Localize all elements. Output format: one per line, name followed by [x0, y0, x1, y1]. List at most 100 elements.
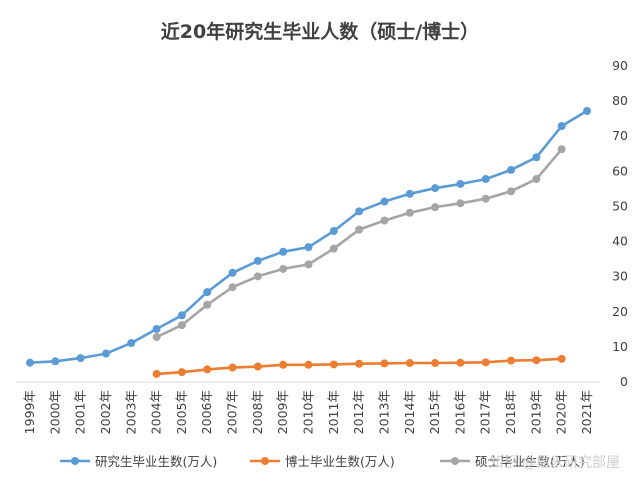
data-point — [355, 359, 364, 368]
data-point — [127, 339, 136, 348]
x-tick-label: 2011年 — [326, 390, 341, 434]
legend-item: 博士毕业生数(万人) — [250, 454, 395, 469]
x-tick-label: 2006年 — [199, 390, 214, 434]
x-tick-label: 2004年 — [149, 390, 164, 434]
x-tick-label: 2003年 — [123, 390, 138, 434]
y-tick-label: 80 — [612, 93, 628, 108]
data-point — [76, 354, 85, 363]
data-point — [532, 153, 541, 162]
legend-item: 硕士毕业生数(万人) — [440, 454, 585, 469]
x-tick-label: 2001年 — [73, 390, 88, 434]
data-point — [405, 189, 414, 198]
data-point — [228, 283, 237, 292]
data-point — [532, 356, 541, 365]
y-tick-label: 50 — [612, 198, 628, 213]
y-tick-label: 70 — [612, 128, 628, 143]
data-point — [203, 365, 212, 374]
x-tick-label: 2012年 — [351, 390, 366, 434]
x-tick-label: 2007年 — [225, 390, 240, 434]
data-point — [253, 362, 262, 371]
y-tick-label: 0 — [620, 374, 628, 389]
data-point — [431, 203, 440, 212]
data-point — [456, 358, 465, 367]
legend-label: 研究生毕业生数(万人) — [95, 454, 217, 469]
data-point — [152, 333, 161, 342]
data-point — [304, 260, 313, 269]
x-tick-label: 2018年 — [503, 390, 518, 434]
data-point — [203, 288, 212, 297]
x-tick-label: 2017年 — [478, 390, 493, 434]
data-point — [355, 225, 364, 234]
legend-swatch-marker — [451, 457, 459, 465]
data-point — [279, 360, 288, 369]
data-point — [152, 324, 161, 333]
data-point — [228, 268, 237, 277]
data-point — [26, 358, 34, 367]
x-tick-label: 1999年 — [22, 390, 37, 434]
data-point — [507, 356, 516, 365]
data-point — [304, 243, 313, 252]
chart-title: 近20年研究生毕业人数（硕士/博士） — [161, 20, 479, 43]
data-point — [405, 359, 414, 368]
data-point — [380, 216, 389, 225]
data-point — [279, 264, 288, 273]
x-tick-label: 2020年 — [554, 390, 569, 434]
x-tick-label: 2000年 — [47, 390, 62, 434]
series-line — [29, 109, 588, 364]
y-tick-label: 30 — [612, 269, 628, 284]
data-point — [507, 165, 516, 174]
data-point — [329, 244, 338, 253]
legend-swatch-marker — [261, 457, 269, 465]
x-tick-label: 2010年 — [301, 390, 316, 434]
data-point — [507, 187, 516, 196]
legend-swatch-marker — [71, 457, 79, 465]
y-tick-label: 40 — [612, 234, 628, 249]
data-point — [152, 369, 161, 378]
series-1 — [152, 354, 566, 378]
series-line — [156, 148, 563, 339]
series-0 — [26, 106, 591, 367]
data-point — [557, 122, 566, 131]
x-tick-label: 2019年 — [528, 390, 543, 434]
data-point — [481, 194, 490, 203]
data-point — [177, 368, 186, 377]
data-point — [557, 354, 566, 363]
y-tick-label: 20 — [612, 304, 628, 319]
data-point — [177, 321, 186, 330]
x-tick-label: 2021年 — [579, 390, 594, 434]
data-point — [532, 175, 541, 184]
data-point — [304, 360, 313, 369]
x-tick-label: 2009年 — [275, 390, 290, 434]
data-point — [253, 272, 262, 281]
data-point — [329, 360, 338, 369]
x-tick-label: 2015年 — [427, 390, 442, 434]
data-point — [101, 349, 110, 358]
data-point — [456, 179, 465, 188]
data-point — [177, 311, 186, 320]
x-tick-label: 2002年 — [98, 390, 113, 434]
x-tick-label: 2008年 — [250, 390, 265, 434]
y-tick-label: 10 — [612, 339, 628, 354]
y-tick-label: 60 — [612, 163, 628, 178]
watermark-text: 知乎 @易米研究部屋 — [490, 454, 620, 471]
data-point — [405, 208, 414, 217]
x-tick-label: 2013年 — [376, 390, 391, 434]
data-point — [228, 363, 237, 372]
data-point — [431, 359, 440, 368]
data-point — [481, 175, 490, 184]
data-point — [279, 247, 288, 256]
data-point — [456, 199, 465, 208]
data-point — [431, 184, 440, 193]
legend-item: 研究生毕业生数(万人) — [60, 454, 217, 469]
data-point — [203, 300, 212, 309]
legend-label: 硕士毕业生数(万人) — [475, 454, 585, 469]
x-tick-label: 2005年 — [174, 390, 189, 434]
data-point — [253, 256, 262, 265]
data-point — [51, 357, 60, 366]
data-point — [481, 358, 490, 367]
data-point — [380, 359, 389, 368]
y-tick-label: 90 — [612, 58, 628, 73]
data-point — [355, 207, 364, 216]
